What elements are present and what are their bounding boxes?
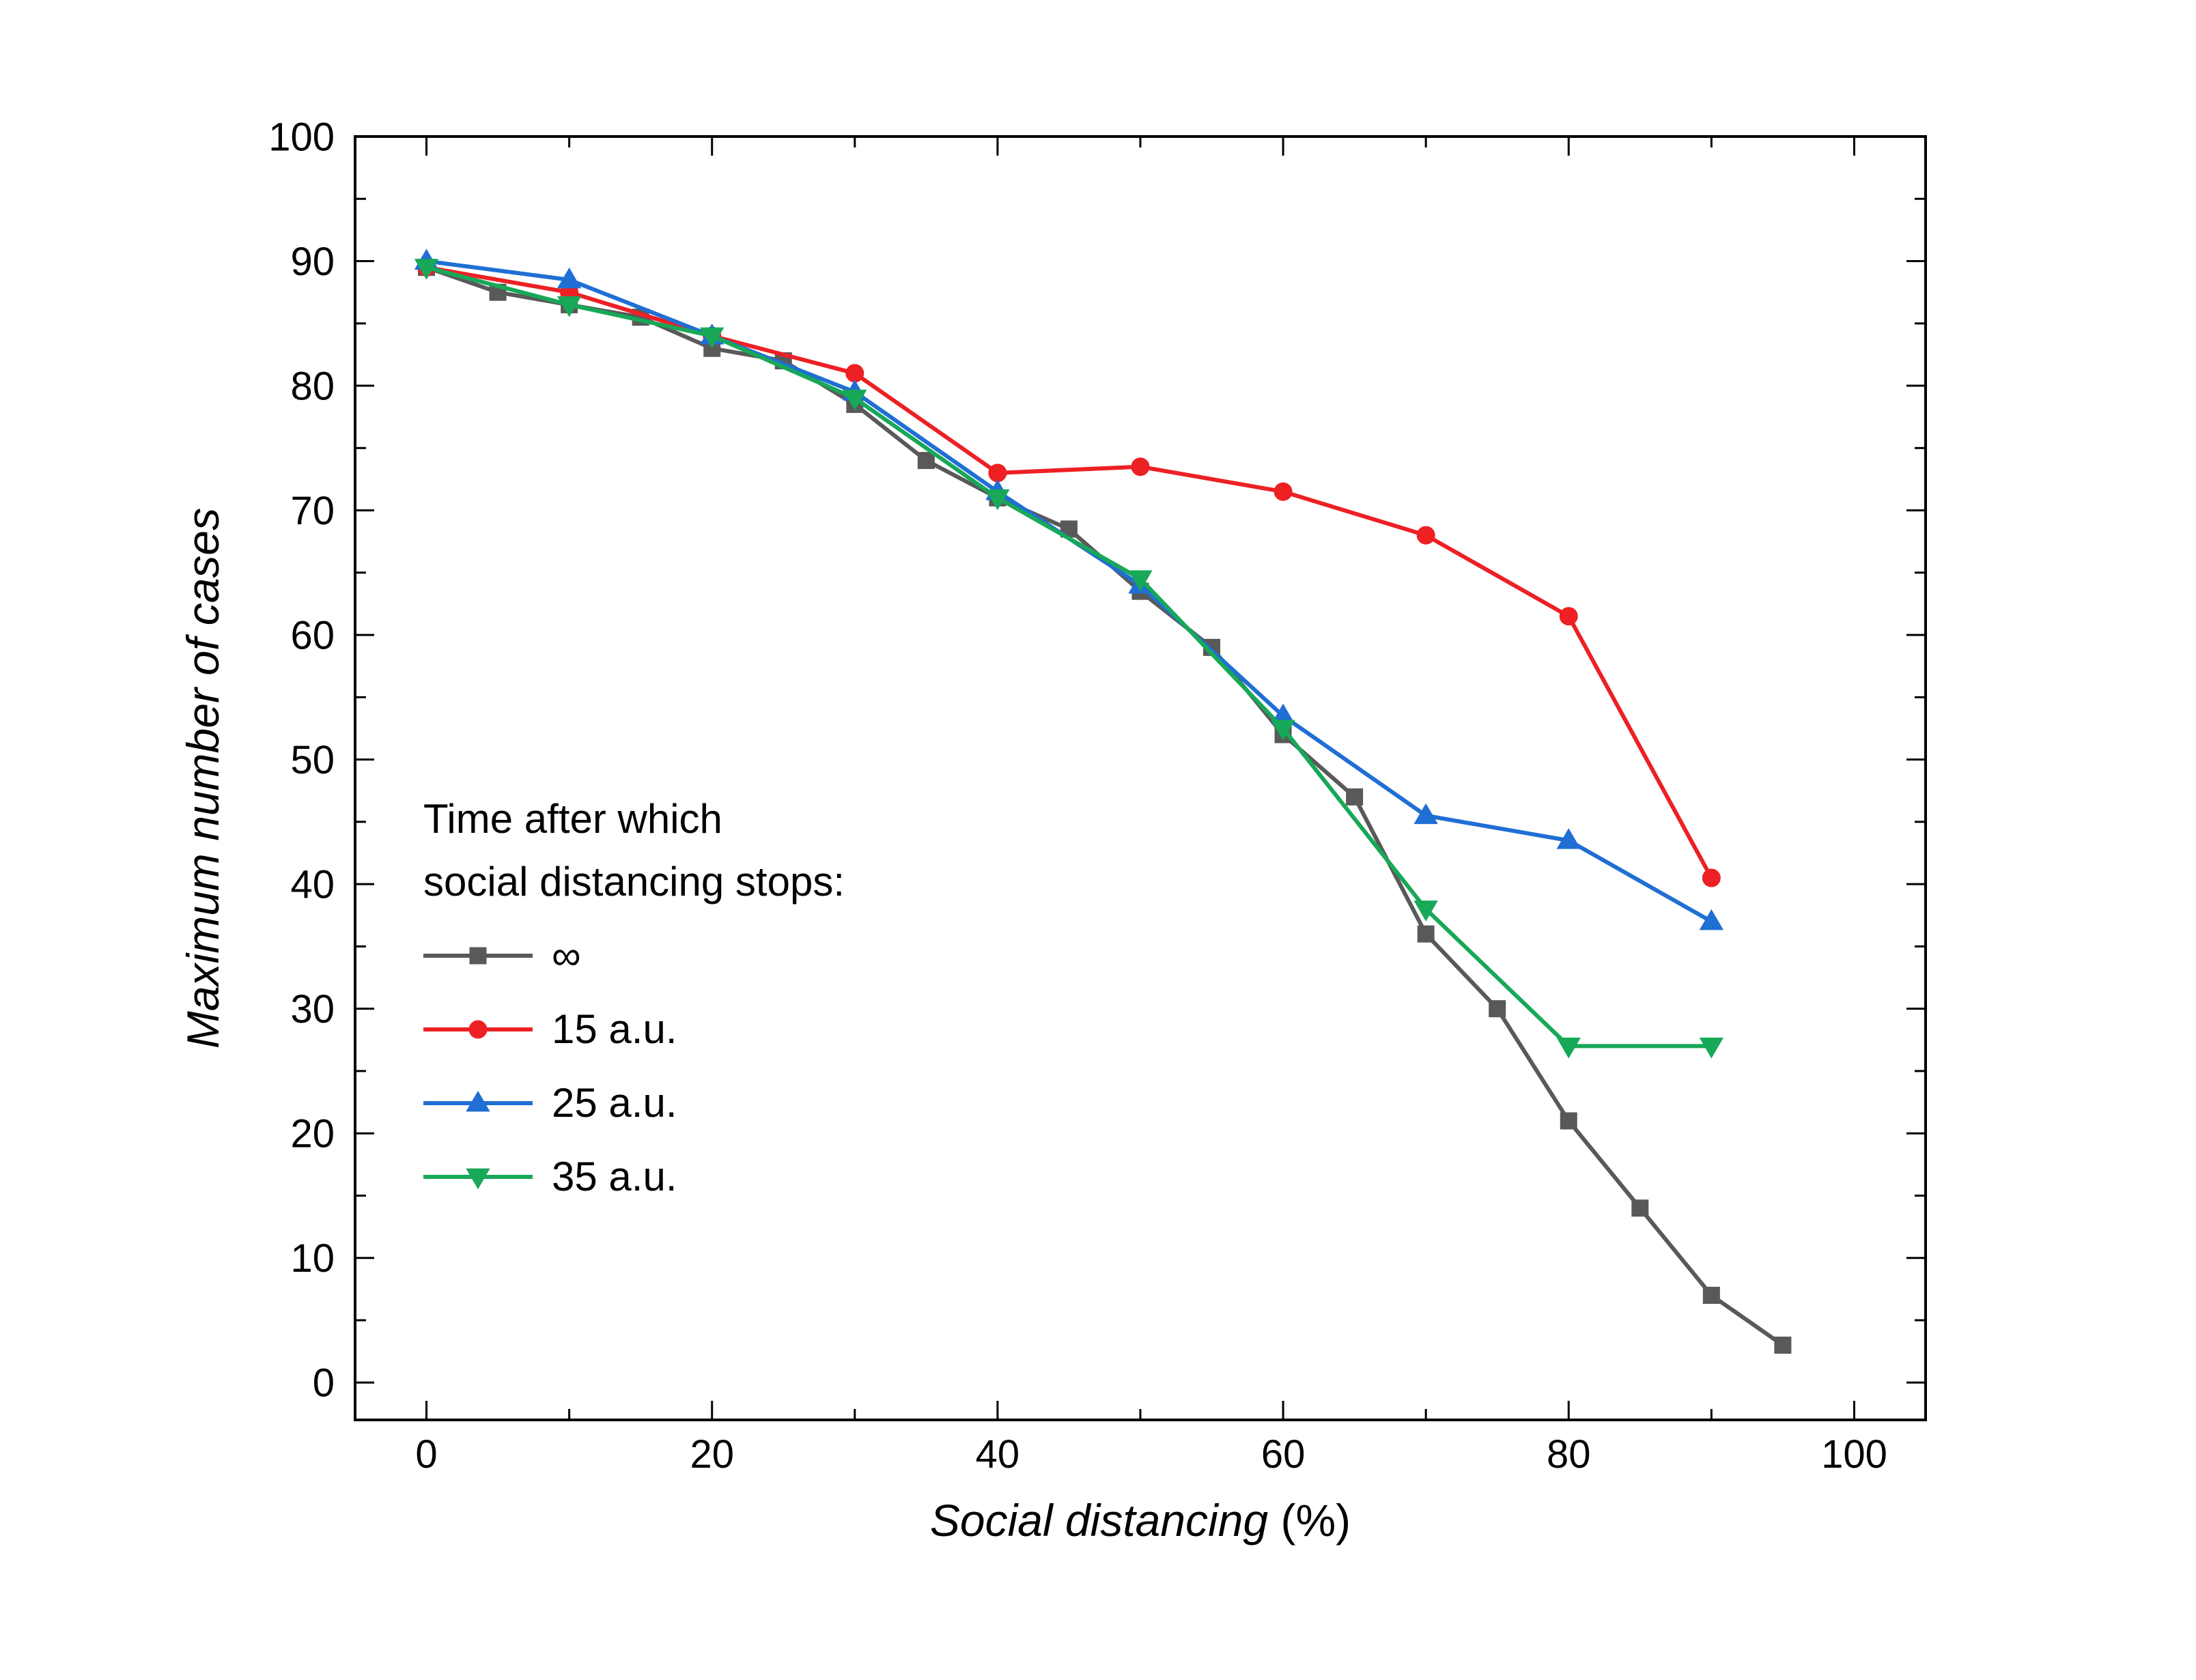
y-tick-label: 20 — [290, 1111, 335, 1156]
chart-container: 0 20 40 60 80 100 0 10 20 30 40 50 60 70 80 90 100 Social… — [0, 0, 2196, 1680]
y-tick-label: 100 — [268, 115, 335, 159]
x-tick-label: 80 — [1547, 1432, 1591, 1477]
legend-title-line2: social distancing stops: — [423, 859, 845, 905]
y-tick-label: 70 — [290, 489, 335, 533]
y-tick-label: 10 — [290, 1236, 335, 1281]
chart-svg: 0 20 40 60 80 100 0 10 20 30 40 50 60 70 80 90 100 Social… — [0, 0, 2196, 1680]
legend-title-line1: Time after which — [423, 796, 722, 842]
legend-label-0: ∞ — [552, 932, 581, 978]
x-tick-label: 100 — [1821, 1432, 1887, 1477]
x-tick-label: 40 — [976, 1432, 1020, 1477]
x-tick-label: 60 — [1261, 1432, 1306, 1477]
y-tick-label: 80 — [290, 364, 335, 408]
legend-label-2: 25 a.u. — [552, 1080, 677, 1126]
legend-label-3: 35 a.u. — [552, 1154, 677, 1199]
legend-label-1: 15 a.u. — [552, 1006, 677, 1052]
y-tick-label: 50 — [290, 738, 335, 782]
y-axis-label: Maximum number of cases — [178, 508, 228, 1049]
x-tick-label: 20 — [690, 1432, 734, 1477]
y-tick-label: 40 — [290, 862, 335, 907]
y-tick-label: 90 — [290, 240, 335, 284]
y-tick-label: 0 — [313, 1361, 335, 1406]
y-tick-label: 60 — [290, 613, 335, 657]
x-tick-label: 0 — [415, 1432, 437, 1477]
y-tick-label: 30 — [290, 987, 335, 1031]
x-axis-label: Social distancing (%) — [930, 1495, 1351, 1546]
